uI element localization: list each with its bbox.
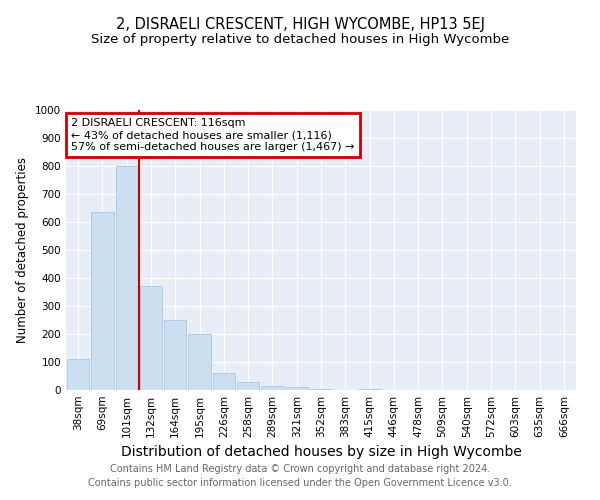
Bar bbox=[67, 359, 89, 390]
Bar bbox=[91, 212, 113, 390]
Bar bbox=[116, 166, 138, 390]
Bar bbox=[261, 386, 284, 390]
Text: 2 DISRAELI CRESCENT: 116sqm
← 43% of detached houses are smaller (1,116)
57% of : 2 DISRAELI CRESCENT: 116sqm ← 43% of det… bbox=[71, 118, 355, 152]
Bar bbox=[358, 388, 381, 390]
Bar bbox=[237, 382, 259, 390]
Y-axis label: Number of detached properties: Number of detached properties bbox=[16, 157, 29, 343]
Text: Size of property relative to detached houses in High Wycombe: Size of property relative to detached ho… bbox=[91, 32, 509, 46]
Text: Contains HM Land Registry data © Crown copyright and database right 2024.
Contai: Contains HM Land Registry data © Crown c… bbox=[88, 464, 512, 487]
Bar bbox=[286, 387, 308, 390]
Bar bbox=[188, 334, 211, 390]
Bar bbox=[140, 286, 162, 390]
Bar bbox=[310, 388, 332, 390]
Bar bbox=[212, 373, 235, 390]
Bar bbox=[164, 320, 187, 390]
Text: 2, DISRAELI CRESCENT, HIGH WYCOMBE, HP13 5EJ: 2, DISRAELI CRESCENT, HIGH WYCOMBE, HP13… bbox=[115, 18, 485, 32]
X-axis label: Distribution of detached houses by size in High Wycombe: Distribution of detached houses by size … bbox=[121, 446, 521, 460]
